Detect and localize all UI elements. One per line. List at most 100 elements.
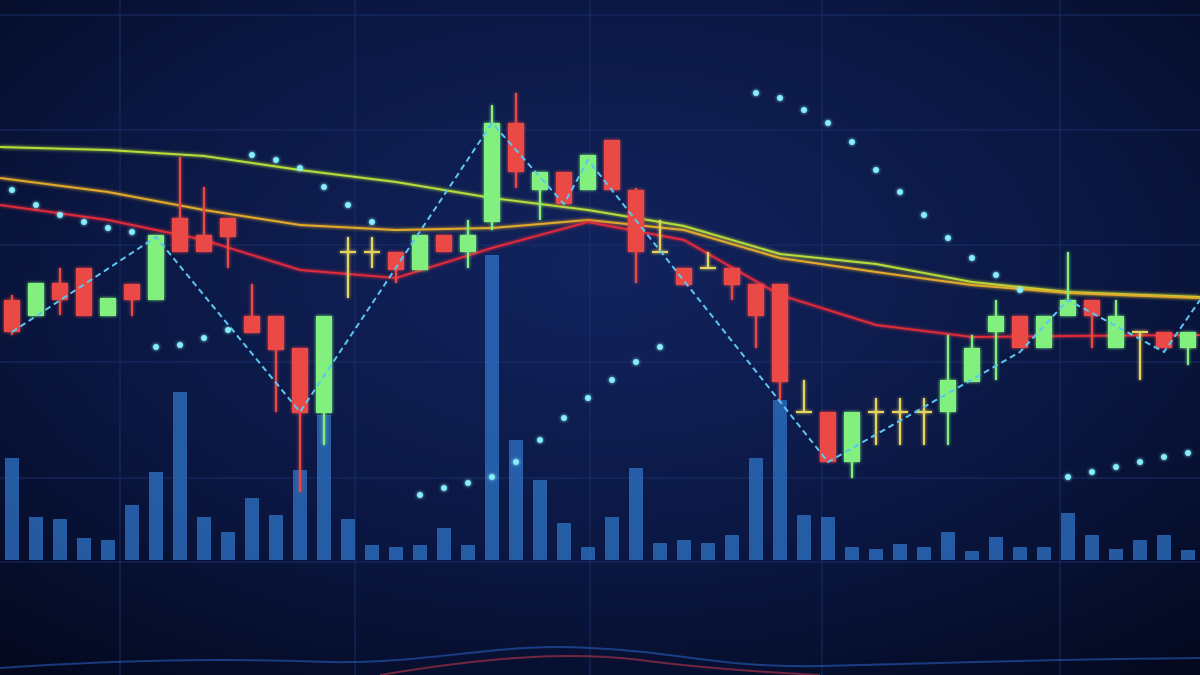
volume-bar <box>1013 547 1027 560</box>
volume-bar <box>245 498 259 560</box>
volume-bar <box>677 540 691 560</box>
sar-dot <box>105 225 111 231</box>
volume-bar <box>845 547 859 560</box>
sar-dot <box>177 342 183 348</box>
candle-body <box>532 172 548 190</box>
volume-bar <box>509 440 523 560</box>
sar-dot <box>513 459 519 465</box>
sar-dot <box>921 212 927 218</box>
indicator-wave <box>379 654 821 675</box>
sar-dot <box>321 184 327 190</box>
zigzag-line <box>11 121 1200 464</box>
candle-body <box>940 380 956 412</box>
volume-bar <box>461 545 475 560</box>
moving-average <box>0 146 1200 298</box>
volume-bar <box>941 532 955 560</box>
sar-dot <box>801 107 807 113</box>
sar-dot <box>609 377 615 383</box>
sar-dot <box>1065 474 1071 480</box>
sar-dot <box>849 139 855 145</box>
sar-dot <box>153 344 159 350</box>
sar-dot <box>657 344 663 350</box>
volume-bar <box>581 547 595 560</box>
sar-dot <box>225 327 231 333</box>
sar-dot <box>417 492 423 498</box>
volume-bar <box>1037 547 1051 560</box>
volume-bar <box>1157 535 1171 560</box>
volume-bar <box>917 547 931 560</box>
volume-bar <box>53 519 67 560</box>
volume-bar <box>293 470 307 560</box>
volume-bar <box>989 537 1003 560</box>
volume-bar <box>533 480 547 560</box>
candle-body <box>556 172 572 204</box>
volume-bar <box>725 535 739 560</box>
sar-dot <box>297 165 303 171</box>
candle-body <box>268 316 284 350</box>
sar-dot <box>777 95 783 101</box>
sar-dot <box>873 167 879 173</box>
volume-bar <box>317 415 331 560</box>
sar-dot <box>585 395 591 401</box>
candle-body <box>196 235 212 252</box>
volume-bar <box>413 545 427 560</box>
candle-body <box>508 123 524 172</box>
candle-body <box>388 252 404 270</box>
candle-body <box>724 268 740 285</box>
candles <box>4 93 1196 492</box>
candle-body <box>148 235 164 300</box>
candle-body <box>124 284 140 300</box>
volume-bar <box>605 517 619 560</box>
candle-body <box>748 284 764 316</box>
candle-body <box>916 411 932 413</box>
volume-bar <box>1133 540 1147 560</box>
volume-bars <box>5 255 1195 560</box>
candle-body <box>4 300 20 332</box>
volume-bar <box>269 515 283 560</box>
candle-body <box>484 123 500 222</box>
volume-bar <box>389 547 403 560</box>
sar-dot <box>345 202 351 208</box>
candle-body <box>772 284 788 382</box>
candle-body <box>892 411 908 413</box>
volume-bar <box>629 468 643 560</box>
candle-body <box>868 411 884 413</box>
sar-dot <box>969 255 975 261</box>
sar-dot <box>993 272 999 278</box>
volume-bar <box>173 392 187 560</box>
candle-body <box>172 218 188 252</box>
candle-body <box>676 268 692 285</box>
sar-dot <box>81 219 87 225</box>
sar-dot <box>465 480 471 486</box>
volume-bar <box>221 532 235 560</box>
candle-body <box>604 140 620 190</box>
volume-bar <box>125 505 139 560</box>
sar-dot <box>945 235 951 241</box>
sar-dot <box>273 157 279 163</box>
volume-bar <box>485 255 499 560</box>
volume-bar <box>965 551 979 560</box>
candle-body <box>100 298 116 316</box>
sar-dot <box>57 212 63 218</box>
candle-body <box>1180 332 1196 348</box>
sar-dot <box>1113 464 1119 470</box>
candle-body <box>244 316 260 333</box>
candle-body <box>340 251 356 253</box>
volume-bar <box>557 523 571 560</box>
sar-dot <box>753 90 759 96</box>
volume-bar <box>701 543 715 560</box>
candle-body <box>52 283 68 300</box>
candle-body <box>1084 300 1100 316</box>
sar-dot <box>537 437 543 443</box>
sar-dot <box>825 120 831 126</box>
sar-dot <box>9 187 15 193</box>
candle-body <box>220 218 236 237</box>
candle-body <box>316 316 332 413</box>
sar-dot <box>249 152 255 158</box>
candle-body <box>460 235 476 252</box>
volume-bar <box>1109 549 1123 560</box>
sar-dot <box>1017 287 1023 293</box>
volume-bar <box>1181 550 1195 560</box>
volume-bar <box>1061 513 1075 560</box>
